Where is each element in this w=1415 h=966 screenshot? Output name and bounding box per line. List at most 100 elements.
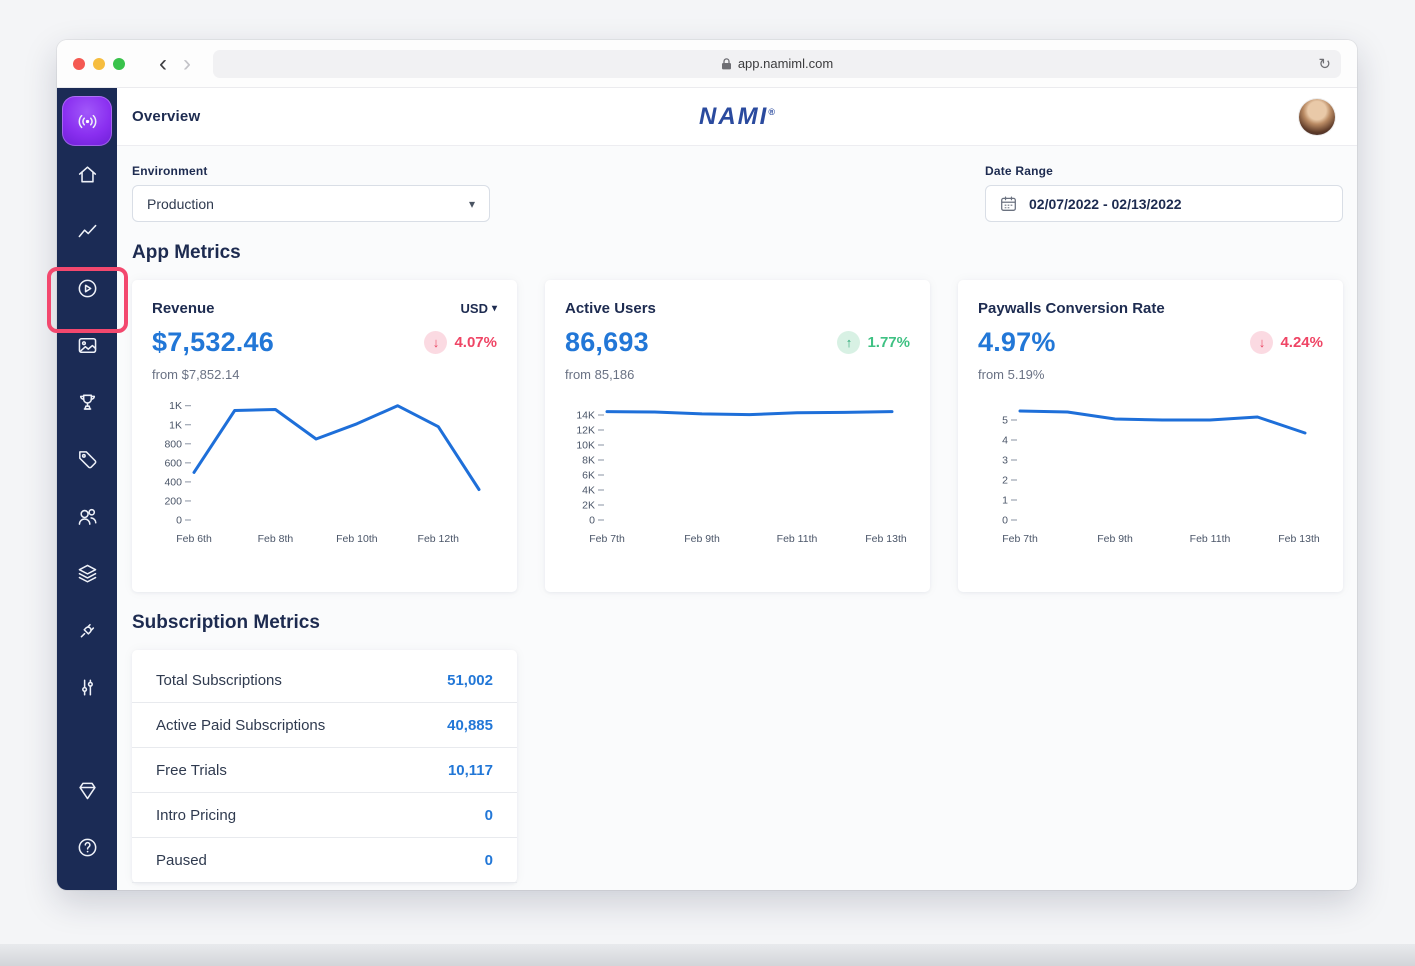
table-row: Free Trials 10,117 (132, 748, 517, 793)
svg-text:0: 0 (589, 515, 595, 527)
svg-text:12K: 12K (576, 425, 595, 437)
row-label: Paused (156, 851, 207, 869)
environment-select[interactable]: Production ▾ (132, 185, 490, 222)
sidebar-item-offers[interactable] (57, 431, 117, 488)
home-icon (78, 166, 96, 183)
row-value: 0 (484, 851, 493, 869)
svg-text:0: 0 (1002, 515, 1008, 527)
sidebar-nav (57, 88, 117, 890)
svg-text:4K: 4K (582, 485, 595, 497)
browser-back-button[interactable]: ‹ (159, 49, 167, 77)
avatar[interactable] (1299, 98, 1335, 135)
svg-text:Feb 11th: Feb 11th (1190, 533, 1231, 545)
delta-badge: ↑ 1.77% (837, 331, 910, 354)
sidebar-item-products[interactable] (57, 762, 117, 819)
subscription-metrics-title: Subscription Metrics (132, 612, 320, 633)
paywalls-conversion-chart: 0 1 2 3 4 5 Feb 7th Feb 9th Feb 11th Feb 13th (1002, 409, 1320, 545)
environment-filter: Environment Production ▾ (132, 164, 490, 222)
sidebar-item-app-logo[interactable] (62, 96, 112, 146)
svg-text:Feb 13th: Feb 13th (1278, 533, 1320, 545)
nami-logo: NAMI® (699, 102, 775, 130)
delta-badge: ↓ 4.24% (1250, 331, 1323, 354)
svg-text:0: 0 (176, 515, 182, 527)
zoom-window-button[interactable] (113, 57, 125, 70)
baseline-text: from $7,852.14 (152, 367, 240, 382)
users-icon (78, 508, 97, 525)
sidebar-item-entitlements[interactable] (57, 545, 117, 602)
browser-window: ‹ › app.namiml.com ↻ (57, 40, 1357, 890)
sidebar-item-integrations[interactable] (57, 602, 117, 659)
table-row: Total Subscriptions 51,002 (132, 658, 517, 703)
desktop-edge (0, 944, 1415, 966)
delta-value: 1.77% (867, 334, 910, 351)
main-content: Environment Production ▾ Date Range (117, 146, 1357, 890)
reload-button[interactable]: ↻ (1318, 55, 1331, 73)
help-icon (78, 838, 96, 857)
svg-text:3: 3 (1002, 455, 1008, 467)
line-chart-icon (78, 224, 96, 238)
svg-text:Feb 7th: Feb 7th (589, 533, 625, 545)
svg-text:2: 2 (1002, 475, 1008, 487)
svg-text:Feb 12th: Feb 12th (418, 533, 460, 545)
svg-text:Feb 11th: Feb 11th (777, 533, 818, 545)
delta-value: 4.07% (454, 334, 497, 351)
arrow-down-icon: ↓ (1250, 331, 1274, 354)
svg-text:10K: 10K (576, 440, 595, 452)
card-title: Paywalls Conversion Rate (978, 300, 1165, 317)
page-title: Overview (132, 108, 201, 125)
svg-text:Feb 8th: Feb 8th (258, 533, 294, 545)
tag-icon (78, 451, 96, 469)
image-icon (78, 338, 96, 353)
metric-value: $7,532.46 (152, 327, 274, 357)
sidebar-item-settings[interactable] (57, 659, 117, 716)
chevron-down-icon: ▾ (468, 196, 475, 211)
svg-text:4: 4 (1002, 435, 1008, 447)
broadcast-icon (78, 114, 96, 128)
sidebar-item-media[interactable] (57, 317, 117, 374)
date-range-input[interactable]: 02/07/2022 - 02/13/2022 (985, 185, 1343, 222)
lock-icon (721, 57, 732, 70)
row-label: Active Paid Subscriptions (156, 716, 326, 734)
app-metrics-title: App Metrics (132, 242, 241, 263)
chevron-down-icon: ▾ (491, 303, 497, 314)
svg-text:400: 400 (164, 476, 182, 488)
minimize-window-button[interactable] (93, 57, 105, 70)
baseline-text: from 85,186 (565, 367, 635, 382)
card-title: Active Users (565, 300, 656, 317)
sidebar-item-help[interactable] (57, 819, 117, 876)
svg-text:Feb 7th: Feb 7th (1002, 533, 1038, 545)
svg-text:Feb 13th: Feb 13th (865, 533, 907, 545)
svg-text:1K: 1K (169, 419, 182, 431)
window-controls (73, 57, 125, 70)
sidebar-item-wins[interactable] (57, 374, 117, 431)
sidebar-item-play[interactable] (57, 260, 117, 317)
sliders-icon (81, 679, 93, 696)
svg-text:5: 5 (1002, 415, 1008, 427)
sidebar-item-home[interactable] (57, 146, 117, 203)
browser-forward-button[interactable]: › (183, 49, 191, 77)
environment-label: Environment (132, 164, 208, 178)
svg-text:Feb 9th: Feb 9th (1097, 533, 1133, 545)
delta-value: 4.24% (1280, 334, 1323, 351)
svg-text:200: 200 (164, 495, 182, 507)
row-label: Total Subscriptions (156, 671, 282, 689)
row-label: Free Trials (156, 761, 227, 779)
delta-badge: ↓ 4.07% (424, 331, 497, 354)
currency-value: USD (460, 301, 488, 316)
layers-icon (78, 564, 96, 583)
row-value: 0 (484, 806, 493, 824)
environment-value: Production (147, 195, 214, 212)
row-value: 51,002 (447, 671, 493, 689)
date-range-value: 02/07/2022 - 02/13/2022 (1029, 195, 1182, 212)
close-window-button[interactable] (73, 57, 85, 70)
svg-text:2K: 2K (582, 500, 595, 512)
currency-selector[interactable]: USD ▾ (461, 301, 497, 316)
sidebar-item-analytics[interactable] (57, 203, 117, 260)
url-text: app.namiml.com (737, 56, 834, 71)
sidebar-item-audiences[interactable] (57, 488, 117, 545)
plug-icon (80, 623, 94, 638)
svg-text:1: 1 (1002, 495, 1008, 507)
svg-text:1K: 1K (169, 400, 182, 412)
url-bar[interactable]: app.namiml.com ↻ (213, 49, 1341, 78)
arrow-down-icon: ↓ (424, 331, 448, 354)
